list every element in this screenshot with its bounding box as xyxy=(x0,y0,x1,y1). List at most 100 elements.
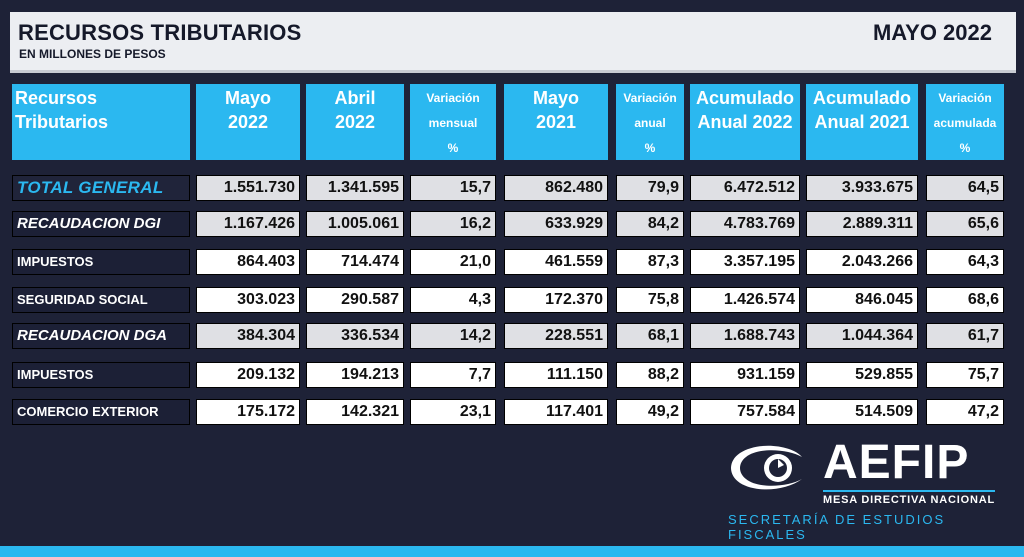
row-label-comercio-exterior: COMERCIO EXTERIOR xyxy=(12,399,190,425)
col-header-variacion-acumulada: Variación acumulada % xyxy=(926,84,1004,160)
table-cell: 65,6 xyxy=(926,211,1004,237)
table-cell: 75,7 xyxy=(926,362,1004,388)
table-cell: 529.855 xyxy=(806,362,918,388)
col-header-line1: Abril xyxy=(334,88,376,108)
table-cell: 846.045 xyxy=(806,287,918,313)
logo-department: SECRETARÍA DE ESTUDIOS FISCALES xyxy=(728,512,946,542)
table-cell: 23,1 xyxy=(410,399,496,425)
report-subtitle: EN MILLONES DE PESOS xyxy=(19,47,166,61)
col-header-line2: 2021 xyxy=(535,112,577,132)
col-header-line2: anual xyxy=(634,116,666,130)
col-header-line1: Recursos xyxy=(15,88,98,108)
col-header-variacion-mensual: Variación mensual % xyxy=(410,84,496,160)
col-header-line1: Mayo xyxy=(532,88,579,108)
table-cell: 16,2 xyxy=(410,211,496,237)
table-cell: 1.341.595 xyxy=(306,175,404,201)
table-cell: 461.559 xyxy=(504,249,608,275)
col-header-mayo-2021: Mayo 2021 xyxy=(504,84,608,160)
row-label-seguridad-social: SEGURIDAD SOCIAL xyxy=(12,287,190,313)
col-header-line1: Variación xyxy=(938,91,992,105)
table-cell: 209.132 xyxy=(196,362,300,388)
col-header-line3: % xyxy=(644,141,656,155)
row-label-recaudacion-dga: RECAUDACION DGA xyxy=(12,323,190,349)
table-cell: 4.783.769 xyxy=(690,211,800,237)
table-cell: 194.213 xyxy=(306,362,404,388)
table-cell: 75,8 xyxy=(616,287,684,313)
col-header-line1: Acumulado xyxy=(695,88,794,108)
table-cell: 714.474 xyxy=(306,249,404,275)
report-title: RECURSOS TRIBUTARIOS xyxy=(18,20,302,45)
table-cell: 21,0 xyxy=(410,249,496,275)
report-period: MAYO 2022 xyxy=(872,20,992,45)
table-cell: 336.534 xyxy=(306,323,404,349)
table-cell: 1.426.574 xyxy=(690,287,800,313)
table-cell: 1.551.730 xyxy=(196,175,300,201)
table-cell: 79,9 xyxy=(616,175,684,201)
table-cell: 4,3 xyxy=(410,287,496,313)
table-cell: 64,3 xyxy=(926,249,1004,275)
col-header-line2: 2022 xyxy=(334,112,376,132)
table-cell: 15,7 xyxy=(410,175,496,201)
table-cell: 7,7 xyxy=(410,362,496,388)
table-cell: 64,5 xyxy=(926,175,1004,201)
table-cell: 1.688.743 xyxy=(690,323,800,349)
col-header-variacion-anual: Variación anual % xyxy=(616,84,684,160)
col-header-line2: Anual 2022 xyxy=(697,112,793,132)
row-label-impuestos-dga: IMPUESTOS xyxy=(12,362,190,388)
col-header-line3: % xyxy=(959,141,971,155)
col-header-line1: Mayo xyxy=(224,88,271,108)
table-cell: 47,2 xyxy=(926,399,1004,425)
row-label-recaudacion-dgi: RECAUDACION DGI xyxy=(12,211,190,237)
col-header-acumulado-2022: Acumulado Anual 2022 xyxy=(690,84,800,160)
table-cell: 228.551 xyxy=(504,323,608,349)
table-cell: 6.472.512 xyxy=(690,175,800,201)
col-header-line2: Tributarios xyxy=(15,112,109,132)
bottom-accent-bar xyxy=(0,546,1024,557)
table-cell: 757.584 xyxy=(690,399,800,425)
col-header-abril-2022: Abril 2022 xyxy=(306,84,404,160)
table-cell: 290.587 xyxy=(306,287,404,313)
logo-subtitle: MESA DIRECTIVA NACIONAL xyxy=(823,494,995,506)
logo-name: AEFIP xyxy=(823,436,970,489)
row-label-impuestos-dgi: IMPUESTOS xyxy=(12,249,190,275)
col-header-line3: % xyxy=(447,141,459,155)
table-cell: 862.480 xyxy=(504,175,608,201)
table-cell: 2.043.266 xyxy=(806,249,918,275)
table-cell: 68,1 xyxy=(616,323,684,349)
table-cell: 88,2 xyxy=(616,362,684,388)
table-cell: 1.005.061 xyxy=(306,211,404,237)
table-cell: 61,7 xyxy=(926,323,1004,349)
table-cell: 1.167.426 xyxy=(196,211,300,237)
col-header-acumulado-2021: Acumulado Anual 2021 xyxy=(806,84,918,160)
logo-divider xyxy=(823,490,995,492)
table-cell: 142.321 xyxy=(306,399,404,425)
row-label-total-general: TOTAL GENERAL xyxy=(12,175,190,201)
table-cell: 111.150 xyxy=(504,362,608,388)
col-header-line1: Variación xyxy=(426,91,480,105)
table-cell: 87,3 xyxy=(616,249,684,275)
table-cell: 633.929 xyxy=(504,211,608,237)
col-header-recursos: Recursos Tributarios xyxy=(12,84,190,160)
table-cell: 84,2 xyxy=(616,211,684,237)
table-cell: 172.370 xyxy=(504,287,608,313)
table-cell: 117.401 xyxy=(504,399,608,425)
table-cell: 3.357.195 xyxy=(690,249,800,275)
table-cell: 514.509 xyxy=(806,399,918,425)
col-header-mayo-2022: Mayo 2022 xyxy=(196,84,300,160)
table-cell: 1.044.364 xyxy=(806,323,918,349)
table-cell: 2.889.311 xyxy=(806,211,918,237)
aefip-emblem-icon xyxy=(731,445,802,490)
report-header: RECURSOS TRIBUTARIOS EN MILLONES DE PESO… xyxy=(10,12,1016,73)
col-header-line2: acumulada xyxy=(933,116,997,130)
table-cell: 175.172 xyxy=(196,399,300,425)
table-cell: 3.933.675 xyxy=(806,175,918,201)
table-cell: 864.403 xyxy=(196,249,300,275)
col-header-line1: Variación xyxy=(623,91,677,105)
table-cell: 68,6 xyxy=(926,287,1004,313)
col-header-line2: Anual 2021 xyxy=(814,112,910,132)
col-header-line2: 2022 xyxy=(227,112,269,132)
table-cell: 49,2 xyxy=(616,399,684,425)
table-cell: 14,2 xyxy=(410,323,496,349)
col-header-line1: Acumulado xyxy=(812,88,911,108)
